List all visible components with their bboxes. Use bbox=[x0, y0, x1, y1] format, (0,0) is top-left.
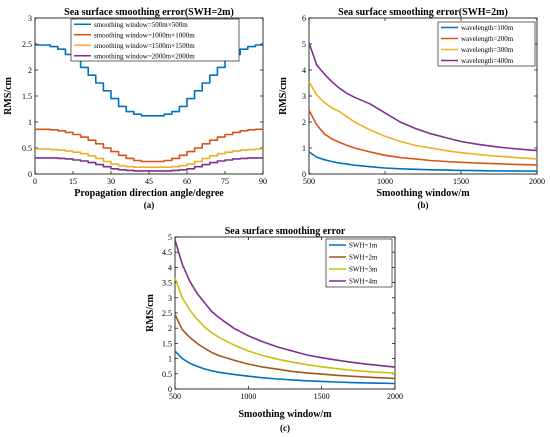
y-tick-label: 1.5 bbox=[162, 339, 172, 348]
y-tick-label: 3.5 bbox=[162, 279, 172, 288]
y-tick-label: 4 bbox=[168, 263, 172, 272]
legend-entry: wavelength=200m bbox=[461, 35, 514, 43]
y-tick-label: 3 bbox=[28, 14, 32, 23]
legend-entry: wavelength=300m bbox=[461, 46, 514, 54]
series-line-3 bbox=[174, 277, 396, 374]
x-tick-label: 1500 bbox=[314, 392, 330, 401]
y-tick-label: 1 bbox=[168, 355, 172, 364]
x-tick-label: 500 bbox=[303, 177, 315, 186]
legend-entry: smoothing window=1000m×1000m bbox=[94, 31, 195, 39]
x-tick-label: 15 bbox=[69, 177, 77, 186]
x-axis-label: Smoothing window/m bbox=[238, 409, 332, 420]
y-tick-label: 2 bbox=[302, 118, 306, 127]
series-line-3 bbox=[308, 81, 538, 160]
x-tick-label: 500 bbox=[169, 392, 181, 401]
chart-title: Sea surface smoothing error bbox=[225, 226, 346, 237]
y-tick-label: 3 bbox=[168, 294, 172, 303]
legend-box bbox=[325, 238, 393, 288]
y-tick-label: 2.5 bbox=[162, 309, 172, 318]
y-tick-label: 4.5 bbox=[162, 248, 172, 257]
series-line-4 bbox=[35, 157, 263, 172]
x-tick-label: 75 bbox=[221, 177, 229, 186]
y-tick-label: 0 bbox=[28, 170, 32, 179]
y-axis-label: RMS/cm bbox=[278, 76, 289, 114]
x-tick-label: 30 bbox=[107, 177, 115, 186]
y-tick-label: 4 bbox=[302, 66, 306, 75]
x-tick-label: 1000 bbox=[240, 392, 256, 401]
y-tick-label: 1.5 bbox=[22, 92, 32, 101]
x-tick-label: 2000 bbox=[529, 177, 545, 186]
chart-title: Sea surface smoothing error(SWH=2m) bbox=[338, 7, 508, 18]
legend-entry: SWH=3m bbox=[349, 266, 378, 274]
legend-entry: smoothing window=2000m×2000m bbox=[94, 52, 195, 60]
panel-caption: (b) bbox=[418, 200, 429, 210]
series-line-2 bbox=[174, 314, 396, 380]
legend-entry: SWH=2m bbox=[349, 254, 378, 262]
series-line-4 bbox=[308, 42, 538, 152]
y-axis-label: RMS/cm bbox=[3, 76, 14, 114]
y-tick-label: 2.5 bbox=[22, 40, 32, 49]
y-tick-label: 2 bbox=[28, 66, 32, 75]
chart-panel-1: 0 15 30 45 60 75 90 0 0.5 1 1.5 2 2.5 3 Sea surface sm… bbox=[3, 7, 267, 210]
series-line-4 bbox=[174, 239, 396, 368]
y-tick-label: 2 bbox=[168, 324, 172, 333]
y-tick-label: 0 bbox=[168, 385, 172, 394]
x-tick-label: 45 bbox=[145, 177, 153, 186]
y-tick-label: 0.5 bbox=[22, 144, 32, 153]
chart-panel-3: 500 1000 1500 2000 0 0.5 1 1.5 2 2.5 3 3.5 4 4.5 5 Sea … bbox=[145, 226, 403, 433]
x-axis-label: Smoothing window/m bbox=[376, 188, 470, 199]
series-line-1 bbox=[174, 350, 396, 385]
series-line-2 bbox=[35, 128, 263, 163]
x-tick-label: 2000 bbox=[387, 392, 403, 401]
series-line-1 bbox=[308, 151, 537, 172]
series-line-2 bbox=[308, 109, 538, 166]
x-tick-label: 1000 bbox=[377, 177, 393, 186]
y-tick-label: 1 bbox=[302, 144, 306, 153]
series-line-3 bbox=[35, 148, 263, 168]
legend-box bbox=[437, 21, 536, 67]
legend: SWH=1m SWH=2m SWH=3m SWH=4m bbox=[325, 238, 393, 288]
x-tick-label: 90 bbox=[259, 177, 267, 186]
y-tick-label: 0.5 bbox=[162, 370, 172, 379]
chart-panel-2: 500 1000 1500 2000 0 1 2 3 4 5 6 Sea surface smooth… bbox=[278, 7, 545, 210]
legend-entry: wavelength=100m bbox=[461, 24, 514, 32]
y-axis-label: RMS/cm bbox=[145, 293, 156, 331]
chart-title: Sea surface smoothing error(SWH=2m) bbox=[64, 7, 234, 18]
y-tick-label: 1 bbox=[28, 118, 32, 127]
x-tick-label: 60 bbox=[183, 177, 191, 186]
legend-entry: smoothing window=1500m×1500m bbox=[94, 42, 195, 50]
legend: wavelength=100m wavelength=200m wavelength… bbox=[437, 21, 536, 67]
panel-caption: (a) bbox=[144, 200, 155, 210]
y-tick-label: 5 bbox=[168, 233, 172, 242]
legend-entry: SWH=1m bbox=[349, 242, 378, 250]
legend-entry: SWH=4m bbox=[349, 278, 378, 286]
x-axis-label: Propagation direction angle/degree bbox=[74, 188, 224, 199]
x-tick-label: 1500 bbox=[453, 177, 469, 186]
x-tick-label: 0 bbox=[33, 177, 37, 186]
y-tick-label: 3 bbox=[302, 92, 306, 101]
legend-box bbox=[70, 18, 240, 62]
y-tick-label: 5 bbox=[302, 40, 306, 49]
legend-entry: smoothing window=500m×500m bbox=[94, 21, 188, 29]
y-tick-label: 0 bbox=[302, 170, 306, 179]
legend-entry: wavelength=400m bbox=[461, 57, 514, 65]
y-tick-label: 6 bbox=[302, 14, 306, 23]
panel-caption: (c) bbox=[280, 423, 290, 433]
legend: smoothing window=500m×500m smoothing wind… bbox=[70, 18, 240, 62]
